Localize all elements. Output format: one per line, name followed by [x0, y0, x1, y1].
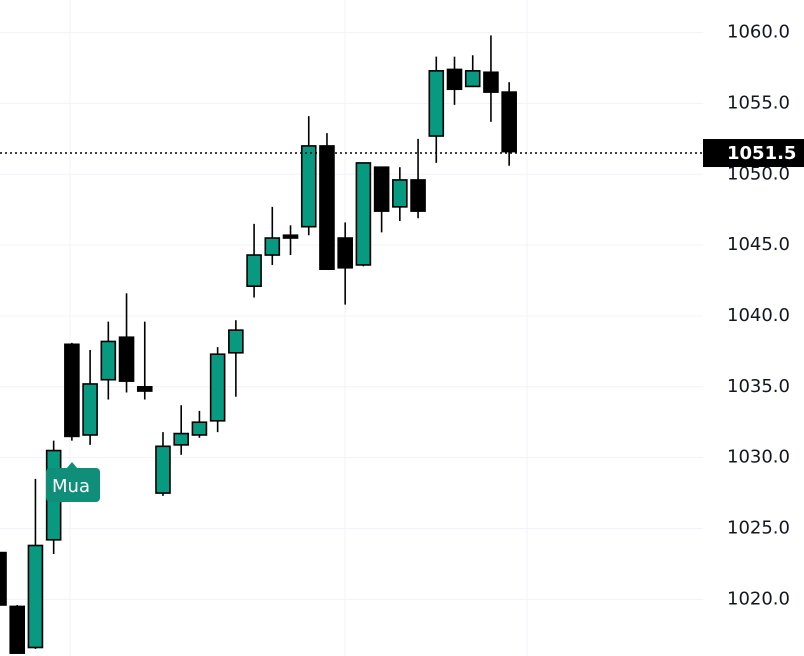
- candle: [355, 162, 372, 267]
- candle-body: [300, 145, 317, 228]
- candle: [118, 293, 135, 393]
- candle: [136, 321, 153, 400]
- last-price-box: [703, 139, 804, 168]
- candle-body: [501, 91, 517, 153]
- candle: [392, 167, 408, 222]
- candle-body: [136, 385, 153, 392]
- candle: [282, 225, 299, 256]
- y-tick-label: 1055.0: [727, 92, 790, 113]
- candle-body: [0, 551, 7, 606]
- y-tick-label: 1060.0: [727, 22, 790, 43]
- candle: [191, 410, 208, 438]
- candle: [464, 55, 481, 88]
- candle: [246, 223, 262, 298]
- candle-body: [410, 179, 426, 212]
- candle-body: [264, 237, 281, 256]
- candle-body: [173, 432, 189, 446]
- candle-body: [446, 68, 463, 91]
- candle: [173, 405, 189, 455]
- candle-body: [9, 605, 26, 654]
- candle: [264, 206, 281, 265]
- y-tick-label: 1030.0: [727, 447, 790, 468]
- y-tick-label: 1025.0: [727, 517, 790, 538]
- candle: [9, 604, 26, 654]
- candle: [228, 320, 244, 397]
- candle-body: [118, 336, 135, 382]
- candle: [501, 82, 517, 166]
- y-tick-label: 1035.0: [727, 376, 790, 397]
- candle-body: [319, 145, 335, 271]
- candle-body: [246, 254, 262, 288]
- candle-body: [228, 329, 244, 354]
- candle-body: [282, 234, 299, 239]
- annotation-text: Mua: [52, 476, 90, 497]
- y-tick-label: 1050.0: [727, 163, 790, 184]
- annotation-tag: Mua: [46, 462, 100, 502]
- candle: [337, 222, 353, 305]
- candle: [209, 347, 226, 433]
- candle-body: [191, 421, 208, 436]
- grid: [0, 32, 703, 600]
- candle: [410, 138, 426, 219]
- candle-body: [82, 383, 98, 436]
- candle: [319, 133, 335, 271]
- candle-body: [392, 179, 408, 208]
- y-tick-label: 1020.0: [727, 588, 790, 609]
- candle-body: [355, 162, 372, 266]
- candle-body: [337, 237, 353, 269]
- candle: [428, 56, 445, 163]
- candle: [27, 478, 44, 649]
- candle: [0, 551, 7, 606]
- price-axis: 1020.0 1025.0 1030.0 1035.0 1040.0 1045.0 1050…: [727, 22, 790, 610]
- candle: [446, 56, 463, 105]
- candle-body: [27, 544, 44, 649]
- candle: [373, 166, 390, 233]
- candle-body: [483, 71, 499, 93]
- annotation-box: [46, 468, 100, 502]
- candle-body: [155, 445, 171, 494]
- candle: [100, 321, 117, 400]
- y-tick-label: 1040.0: [727, 305, 790, 326]
- candle: [82, 349, 98, 445]
- candle-body: [64, 343, 80, 438]
- candle-body: [100, 340, 117, 381]
- candle: [483, 35, 499, 122]
- candle-body: [209, 353, 226, 422]
- candle-body: [464, 70, 481, 88]
- candle-body: [428, 70, 445, 137]
- candle-body: [373, 166, 390, 212]
- y-tick-label: 1045.0: [727, 234, 790, 255]
- candle: [64, 342, 80, 441]
- last-price-label: 1051.5: [727, 143, 796, 164]
- candle: [155, 432, 171, 496]
- annotation-pointer: [66, 462, 78, 469]
- candle: [300, 116, 317, 236]
